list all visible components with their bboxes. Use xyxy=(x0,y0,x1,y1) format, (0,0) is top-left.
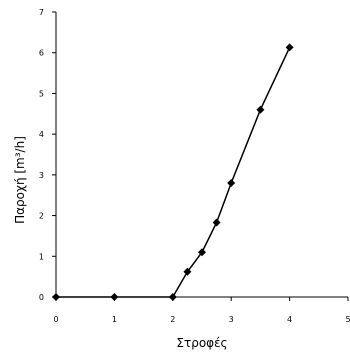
x-tick-label: 2 xyxy=(170,315,175,324)
data-point xyxy=(110,293,119,301)
data-point xyxy=(285,43,294,52)
data-point xyxy=(212,218,221,227)
y-tick-label: 2 xyxy=(39,212,44,221)
data-point xyxy=(256,105,265,114)
y-tick-label: 6 xyxy=(39,49,44,58)
y-tick-label: 3 xyxy=(39,171,44,180)
y-tick-label: 1 xyxy=(39,252,44,261)
x-axis-title: Στροφές xyxy=(176,336,227,350)
data-point xyxy=(227,179,236,187)
series-line xyxy=(56,47,291,298)
y-tick-label: 0 xyxy=(39,293,44,302)
y-tick-label: 7 xyxy=(39,8,44,17)
data-point xyxy=(183,267,192,276)
x-tick-label: 4 xyxy=(287,315,292,324)
x-tick-label: 0 xyxy=(53,315,58,324)
series-group xyxy=(52,43,294,301)
data-point xyxy=(168,293,177,301)
x-axis-ticks: 0 1 2 3 4 5 xyxy=(53,297,350,324)
x-tick-label: 1 xyxy=(112,315,117,324)
y-tick-label: 4 xyxy=(39,130,44,139)
data-point xyxy=(52,293,60,301)
y-tick-label: 5 xyxy=(39,89,44,98)
y-axis-title: Παροχή [m³/h] xyxy=(13,136,27,224)
x-tick-label: 5 xyxy=(345,315,350,324)
data-point xyxy=(198,248,206,257)
x-tick-label: 3 xyxy=(229,315,234,324)
y-axis-ticks: 0 1 2 3 4 5 6 7 xyxy=(39,8,56,302)
